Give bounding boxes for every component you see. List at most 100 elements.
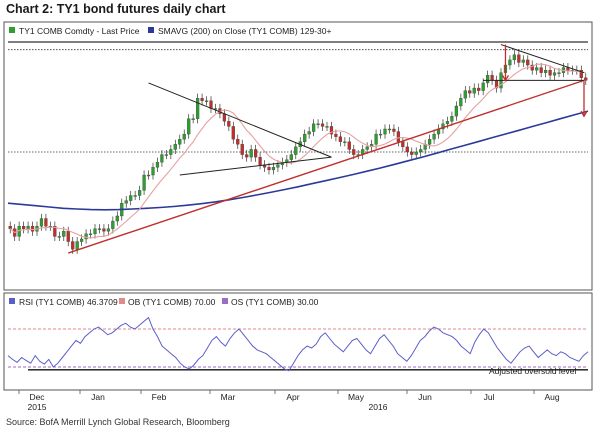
- candle: [535, 67, 539, 71]
- candle: [548, 69, 552, 76]
- candle: [200, 98, 204, 101]
- price-panel-frame: [3, 21, 593, 291]
- candle: [57, 236, 61, 238]
- candle: [258, 156, 262, 165]
- candle: [124, 200, 128, 204]
- candle: [53, 226, 57, 237]
- candle: [432, 133, 436, 140]
- x-tick-label: Feb: [152, 392, 167, 402]
- candle: [146, 174, 151, 177]
- candle: [160, 154, 164, 163]
- candle: [512, 54, 516, 61]
- legend-swatch-rsi: [9, 298, 15, 304]
- candle: [521, 59, 525, 63]
- candle: [530, 64, 534, 71]
- candle: [392, 128, 396, 132]
- candle: [463, 90, 467, 99]
- candle: [84, 233, 88, 240]
- candle: [227, 121, 231, 127]
- candle: [222, 113, 226, 122]
- legend-sma-label: SMAVG (200) on Close (TY1 COMB) 129-30+: [158, 26, 331, 36]
- candle: [151, 167, 155, 176]
- candle: [178, 139, 182, 145]
- candle: [88, 233, 93, 236]
- candle: [111, 220, 115, 229]
- x-tick-label: Jul: [484, 392, 495, 402]
- candle: [39, 218, 44, 227]
- candle: [414, 151, 418, 155]
- candle: [307, 131, 311, 135]
- flag-upper-line: [500, 44, 585, 74]
- candle: [539, 67, 543, 73]
- candle: [204, 100, 209, 102]
- candle: [191, 118, 195, 120]
- legend-swatch-price: [9, 27, 15, 33]
- year-label: 2016: [369, 402, 388, 412]
- candle: [477, 87, 481, 91]
- x-tick-label: Dec: [29, 392, 45, 402]
- triangle-upper-line: [148, 82, 332, 158]
- triangle-lower-line: [179, 156, 332, 176]
- candle: [289, 154, 293, 160]
- candle: [486, 75, 490, 84]
- candle: [396, 131, 400, 142]
- candle: [401, 141, 405, 148]
- candle: [334, 133, 338, 137]
- candle: [173, 144, 177, 150]
- candle: [584, 77, 588, 81]
- candle: [410, 151, 414, 155]
- candle: [294, 146, 298, 155]
- rsi-annotation-oversold: Adjusted oversold level: [489, 366, 577, 376]
- candle: [44, 218, 48, 227]
- candle: [325, 126, 329, 128]
- candle: [405, 146, 409, 153]
- candle: [517, 54, 521, 63]
- target-arrow-1-head: [501, 75, 510, 82]
- candle: [169, 149, 173, 155]
- candle: [71, 241, 75, 250]
- source-note: Source: BofA Merrill Lynch Global Resear…: [6, 417, 230, 427]
- candle: [62, 231, 66, 237]
- candle: [526, 59, 530, 66]
- candle: [329, 126, 334, 135]
- x-tick-label: May: [348, 392, 365, 402]
- sma200-line: [7, 110, 589, 211]
- candle: [445, 121, 450, 125]
- candle: [378, 133, 383, 136]
- candle: [97, 228, 102, 230]
- candle: [8, 226, 12, 229]
- candle: [106, 228, 110, 232]
- candle: [544, 69, 548, 73]
- candle: [187, 118, 191, 135]
- legend-ob-label: OB (TY1 COMB) 70.00: [128, 297, 216, 307]
- x-tick-label: Mar: [221, 392, 236, 402]
- candle: [115, 215, 119, 222]
- candle: [75, 241, 79, 250]
- year-label: 2015: [28, 402, 47, 412]
- candle: [338, 136, 342, 142]
- candle: [419, 149, 423, 153]
- candle: [579, 69, 583, 78]
- candle: [490, 75, 494, 81]
- candle: [138, 190, 142, 196]
- candle: [312, 123, 316, 132]
- rsi-line: [7, 316, 589, 372]
- x-tick-label: Aug: [544, 392, 559, 402]
- candle: [182, 133, 186, 140]
- x-tick-label: Jan: [91, 392, 105, 402]
- candle: [236, 139, 240, 145]
- candle: [428, 139, 432, 145]
- legend-rsi-label: RSI (TY1 COMB) 46.3709: [19, 297, 118, 307]
- candle: [472, 87, 476, 94]
- legend-swatch-ob: [119, 298, 125, 304]
- candle: [508, 59, 512, 66]
- candle: [276, 164, 280, 168]
- candle: [352, 149, 356, 155]
- chart-title: Chart 2: TY1 bond futures daily chart: [6, 2, 226, 16]
- candle: [365, 146, 369, 150]
- candle: [271, 167, 276, 171]
- candle: [133, 195, 137, 197]
- legend-swatch-os: [222, 298, 228, 304]
- x-tick-label: Apr: [286, 392, 299, 402]
